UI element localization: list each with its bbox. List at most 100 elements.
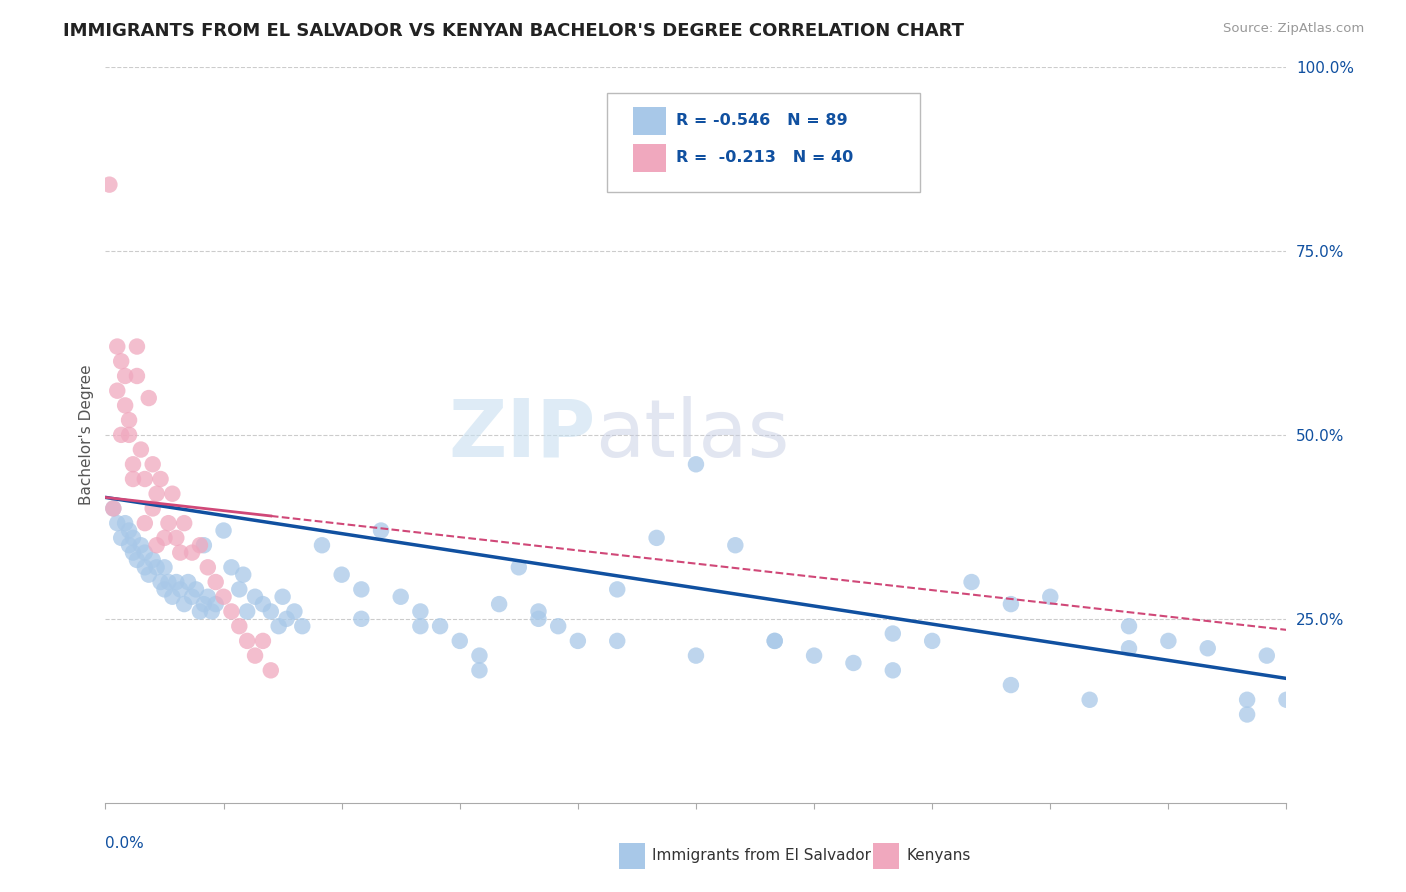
Point xyxy=(882,626,904,640)
Point xyxy=(110,427,132,442)
Point xyxy=(145,538,167,552)
Point xyxy=(527,605,550,619)
Point xyxy=(181,590,204,604)
Point xyxy=(260,664,283,678)
Point xyxy=(110,354,132,368)
Point xyxy=(243,648,266,663)
Point xyxy=(177,575,200,590)
Text: atlas: atlas xyxy=(596,396,790,474)
Point xyxy=(606,633,628,648)
Point xyxy=(138,391,160,405)
Point xyxy=(1157,633,1180,648)
Point xyxy=(921,633,943,648)
Point xyxy=(291,619,314,633)
Point xyxy=(105,516,128,530)
FancyBboxPatch shape xyxy=(873,843,898,869)
Point xyxy=(153,531,176,545)
Point xyxy=(204,597,226,611)
Point xyxy=(1078,692,1101,706)
Point xyxy=(149,472,172,486)
Point xyxy=(228,582,250,597)
Point xyxy=(350,612,373,626)
Text: Kenyans: Kenyans xyxy=(907,848,970,863)
Point xyxy=(1197,641,1219,656)
Point xyxy=(173,597,195,611)
Point xyxy=(1236,692,1258,706)
Point xyxy=(232,567,254,582)
Point xyxy=(468,648,491,663)
Point xyxy=(125,369,148,384)
Point xyxy=(197,560,219,574)
Point xyxy=(1000,597,1022,611)
Point xyxy=(803,648,825,663)
FancyBboxPatch shape xyxy=(619,843,645,869)
Point xyxy=(1236,707,1258,722)
Point xyxy=(122,472,145,486)
Point xyxy=(685,648,707,663)
Point xyxy=(236,605,259,619)
Point xyxy=(125,340,148,354)
Point xyxy=(145,560,167,574)
Point xyxy=(527,612,550,626)
Y-axis label: Bachelor's Degree: Bachelor's Degree xyxy=(79,365,94,505)
Point xyxy=(409,619,432,633)
Point xyxy=(212,590,235,604)
Point xyxy=(138,567,160,582)
Point xyxy=(129,442,152,457)
Point xyxy=(212,524,235,538)
Point xyxy=(201,605,224,619)
Point xyxy=(157,575,180,590)
Point xyxy=(105,384,128,398)
Point xyxy=(142,553,165,567)
Point xyxy=(547,619,569,633)
Point xyxy=(142,501,165,516)
Point xyxy=(606,582,628,597)
Point xyxy=(114,516,136,530)
Point xyxy=(114,398,136,412)
Point xyxy=(142,457,165,471)
Point xyxy=(125,553,148,567)
Point xyxy=(169,582,191,597)
Text: IMMIGRANTS FROM EL SALVADOR VS KENYAN BACHELOR'S DEGREE CORRELATION CHART: IMMIGRANTS FROM EL SALVADOR VS KENYAN BA… xyxy=(63,22,965,40)
Point xyxy=(389,590,412,604)
Point xyxy=(181,545,204,560)
Point xyxy=(330,567,353,582)
Point xyxy=(149,575,172,590)
Point xyxy=(103,501,125,516)
Point xyxy=(276,612,298,626)
Point xyxy=(118,524,141,538)
Text: R = -0.546   N = 89: R = -0.546 N = 89 xyxy=(676,113,848,128)
Point xyxy=(122,457,145,471)
Point xyxy=(236,633,259,648)
Point xyxy=(173,516,195,530)
Point xyxy=(763,633,786,648)
Point xyxy=(267,619,290,633)
Text: ZIP: ZIP xyxy=(449,396,596,474)
Point xyxy=(103,501,125,516)
Point xyxy=(685,457,707,471)
Point xyxy=(165,575,187,590)
Point xyxy=(567,633,589,648)
Point xyxy=(105,340,128,354)
Point xyxy=(228,619,250,633)
Point xyxy=(1039,590,1062,604)
Point xyxy=(153,582,176,597)
Point xyxy=(468,664,491,678)
Point xyxy=(409,605,432,619)
Point xyxy=(153,560,176,574)
Point xyxy=(162,590,184,604)
Point xyxy=(429,619,451,633)
Point xyxy=(193,597,215,611)
Text: R =  -0.213   N = 40: R = -0.213 N = 40 xyxy=(676,150,853,165)
Point xyxy=(1118,619,1140,633)
Text: 0.0%: 0.0% xyxy=(105,836,145,851)
Point xyxy=(134,516,156,530)
Point xyxy=(169,545,191,560)
Point xyxy=(508,560,530,574)
Point xyxy=(129,538,152,552)
Point xyxy=(188,538,211,552)
Point xyxy=(134,560,156,574)
Point xyxy=(134,545,156,560)
Point xyxy=(197,590,219,604)
Point xyxy=(118,427,141,442)
